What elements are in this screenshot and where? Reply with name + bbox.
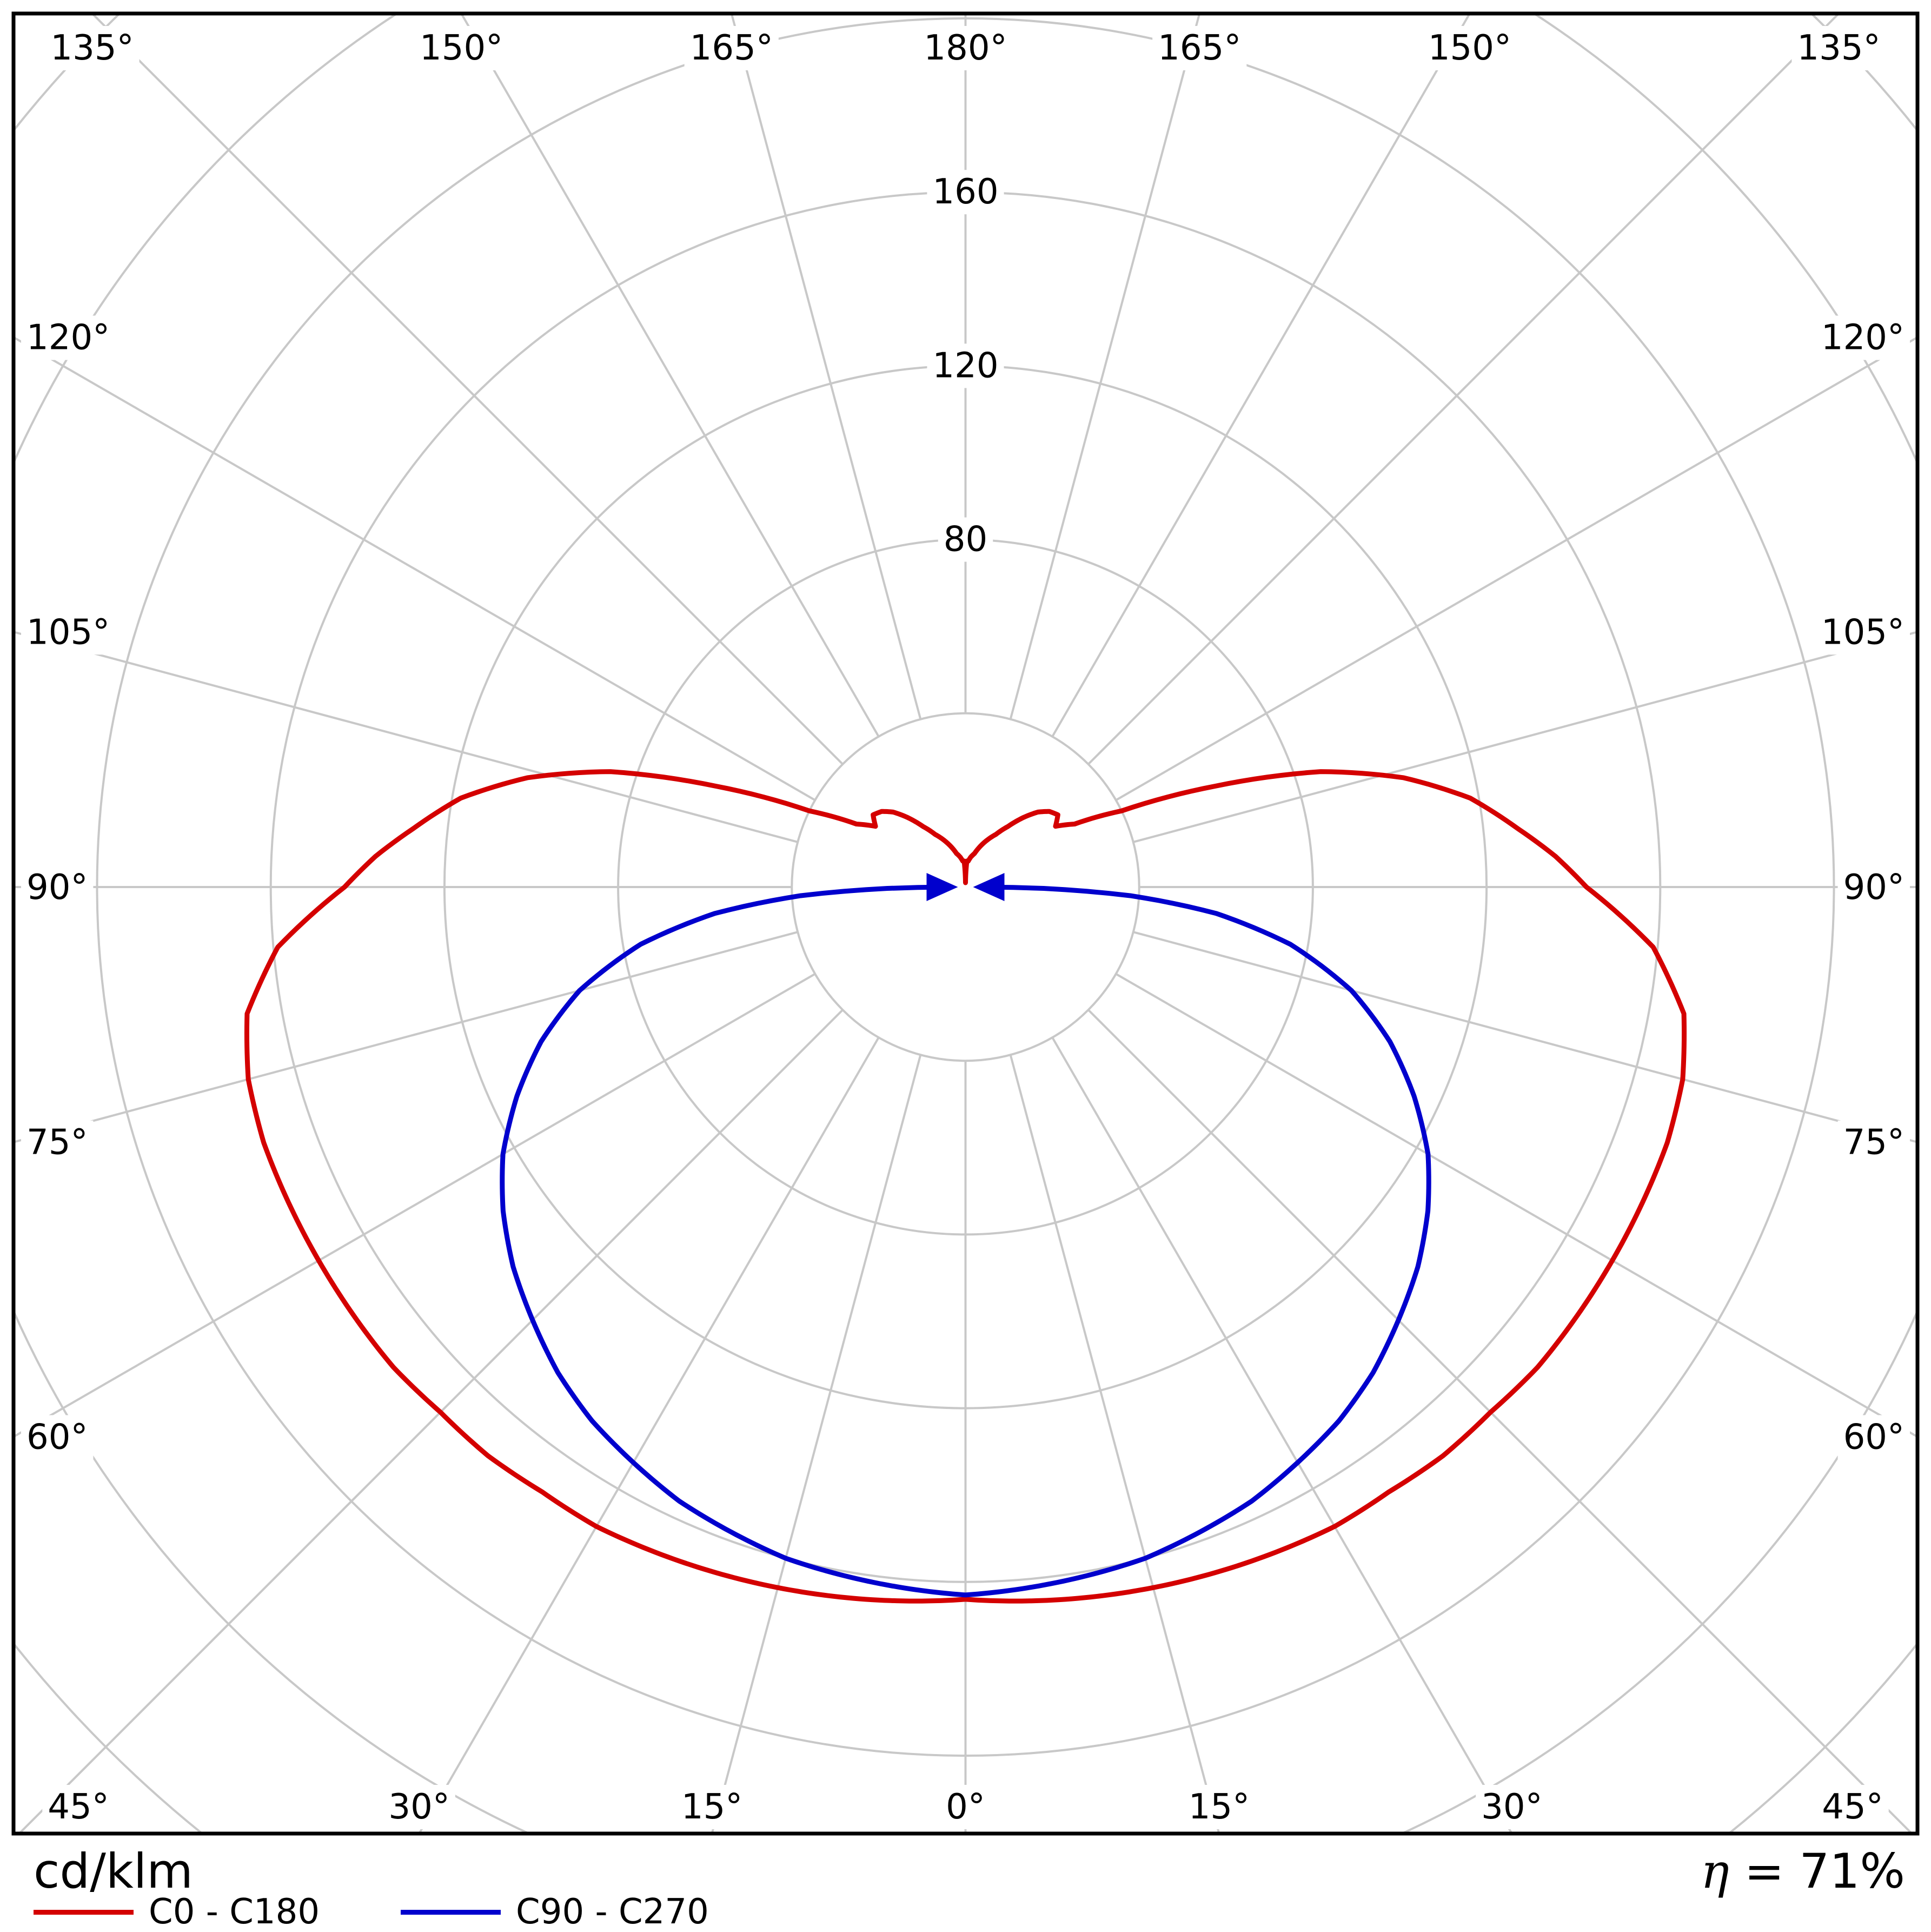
angle-label: 150°: [1428, 28, 1511, 68]
legend-label-c0-c180: C0 - C180: [149, 1892, 320, 1932]
grid-radial-line: [14, 931, 798, 1143]
angle-label-bg: [383, 1785, 455, 1829]
angle-label: 135°: [50, 28, 134, 68]
legend-label-c90-c270: C90 - C270: [516, 1892, 709, 1932]
ring-label: 160: [932, 172, 998, 212]
ring-label-bg: [927, 343, 1004, 388]
angle-label: 45°: [1822, 1787, 1883, 1827]
efficiency-symbol: η: [1700, 1843, 1729, 1899]
grid-radial-line: [14, 972, 816, 1438]
grid-radial-line: [1115, 336, 1917, 802]
grid-radial-line: [1133, 631, 1917, 843]
ring-label-bg: [938, 517, 993, 562]
angle-label-bg: [21, 1415, 94, 1460]
angle-label: 150°: [420, 28, 503, 68]
legend-item-c0-c180: C0 - C180: [34, 1892, 320, 1932]
grid-radial-line: [1051, 14, 1471, 737]
legend-item-c90-c270: C90 - C270: [401, 1892, 709, 1932]
angle-label-bg: [1476, 1785, 1548, 1829]
angle-label: 120°: [26, 318, 110, 358]
angle-label: 45°: [48, 1787, 109, 1827]
angle-label: 15°: [1189, 1787, 1250, 1827]
angle-label-bg: [684, 26, 779, 70]
angle-label: 105°: [26, 612, 110, 652]
angle-label: 30°: [1481, 1787, 1542, 1827]
grid-radial-line: [1115, 972, 1917, 1438]
grid-radial-line: [1009, 1054, 1220, 1834]
grid-radial-line: [90, 14, 844, 765]
angle-label-bg: [42, 1785, 115, 1829]
angle-label: 60°: [26, 1417, 88, 1457]
grid-radial-line: [1087, 14, 1841, 765]
angle-label: 75°: [26, 1123, 88, 1163]
angle-label-bg: [1816, 1785, 1889, 1829]
angle-label: 180°: [924, 28, 1007, 68]
angle-label: 165°: [690, 28, 773, 68]
angle-label: 30°: [388, 1787, 449, 1827]
angle-label-bg: [940, 1785, 991, 1829]
legend: C0 - C180 C90 - C270: [34, 1892, 709, 1932]
angle-label: 15°: [681, 1787, 742, 1827]
grid-radial-line: [730, 14, 922, 720]
angle-label-bg: [675, 1785, 748, 1829]
angle-label: 135°: [1797, 28, 1880, 68]
grid-radial-line: [1051, 1037, 1514, 1834]
angle-label-bg: [1791, 26, 1886, 70]
angle-label: 105°: [1821, 612, 1905, 652]
angle-label: 60°: [1843, 1417, 1905, 1457]
curve-end-arrow: [973, 873, 1005, 901]
angle-label: 165°: [1158, 28, 1241, 68]
grid-radial-line: [1087, 1009, 1914, 1834]
ring-label: 80: [944, 520, 987, 560]
curve-end-arrow: [926, 873, 958, 901]
ring-label: 120: [932, 346, 998, 386]
angle-label-bg: [21, 865, 94, 910]
grid-radial-line: [17, 1009, 844, 1834]
angle-label-bg: [1183, 1785, 1256, 1829]
axis-labels: 0° 15° 15° 30° 30° 45° 45° 60° 60° 75° 75° 90° 90° 10…: [21, 26, 1910, 1829]
angle-label-bg: [1837, 1415, 1910, 1460]
angle-label: 90°: [26, 868, 88, 908]
plot-frame: [11, 11, 1920, 1836]
angle-label-bg: [1422, 26, 1517, 70]
angle-label: 0°: [946, 1787, 985, 1827]
legend-line-blue: [401, 1909, 501, 1915]
grid-radial-line: [14, 336, 816, 802]
angle-label-bg: [21, 610, 116, 655]
angle-label-bg: [21, 1120, 94, 1165]
curve-c0-c180: [244, 769, 1687, 1604]
curves: [244, 769, 1687, 1604]
angle-label-bg: [1152, 26, 1247, 70]
angle-label-bg: [45, 26, 140, 70]
angle-label-bg: [1815, 610, 1910, 655]
angle-label-bg: [918, 26, 1013, 70]
grid-radial-line: [460, 14, 880, 737]
angle-label-bg: [414, 26, 509, 70]
angle-label-bg: [1837, 865, 1910, 910]
angle-label-bg: [1815, 315, 1910, 360]
grid-radial-line: [417, 1037, 880, 1834]
efficiency-value: = 71%: [1744, 1843, 1905, 1899]
grid-radial-line: [1009, 14, 1201, 720]
grid-ring: [791, 712, 1140, 1062]
legend-line-red: [34, 1909, 134, 1915]
angle-label-bg: [1837, 1120, 1910, 1165]
grid-radial-line: [711, 1054, 922, 1834]
grid-radial-line: [1133, 931, 1917, 1143]
grid-radial-line: [14, 631, 798, 843]
angle-label-bg: [21, 315, 116, 360]
ring-label-bg: [927, 170, 1004, 215]
angle-label: 90°: [1843, 868, 1905, 908]
angle-label: 75°: [1843, 1123, 1905, 1163]
efficiency-label: η = 71%: [1701, 1843, 1905, 1899]
angle-label: 120°: [1821, 318, 1905, 358]
unit-label: cd/klm: [34, 1843, 194, 1899]
curve-c90-c270: [500, 884, 1431, 1598]
